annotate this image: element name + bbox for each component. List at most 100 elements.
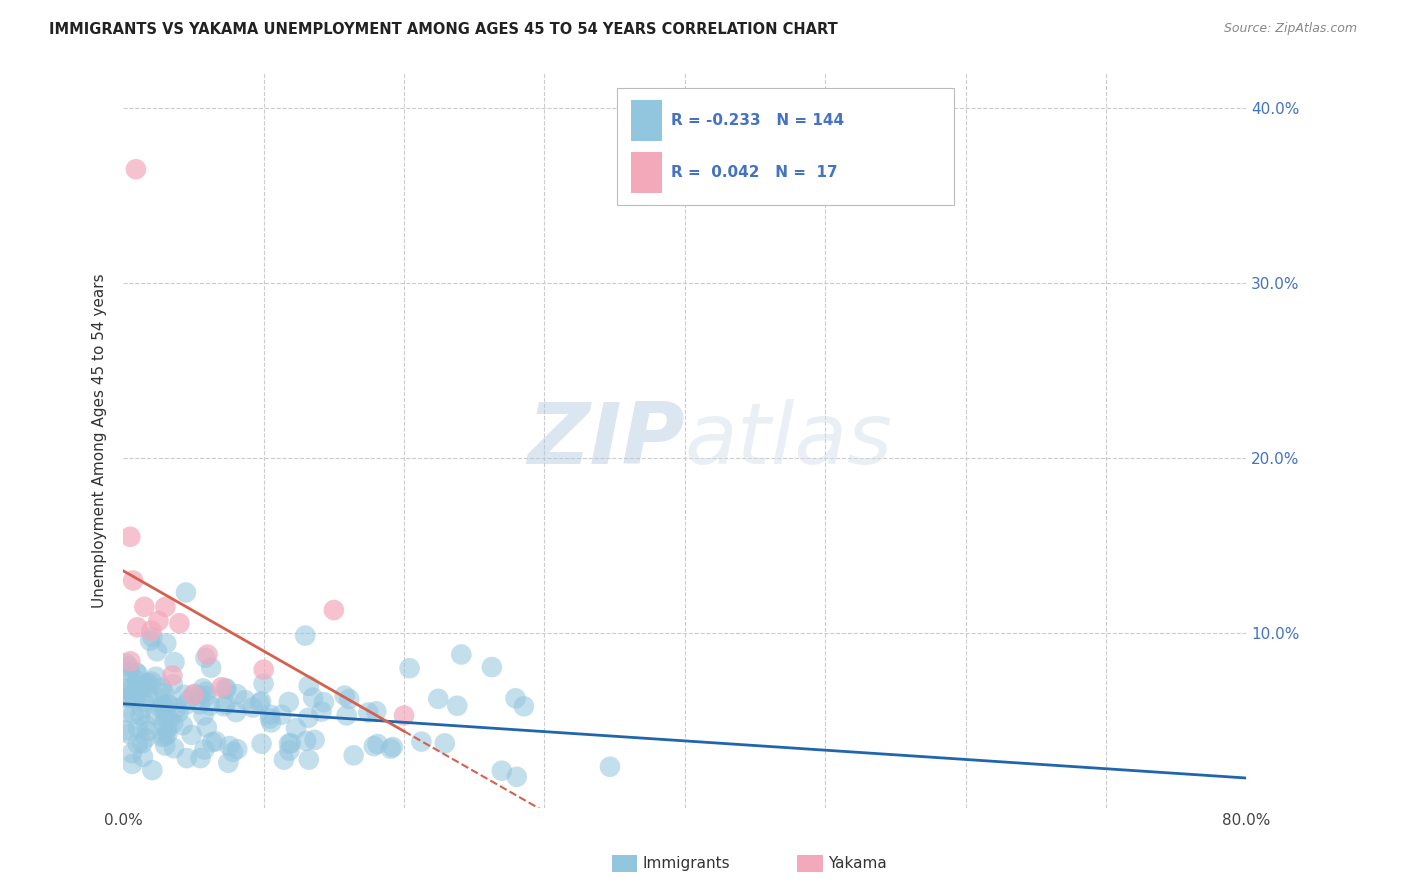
Point	[380, 741, 402, 756]
Bar	[631, 100, 662, 141]
Point	[343, 748, 366, 763]
Point	[176, 751, 198, 765]
Point	[252, 676, 274, 690]
Point	[153, 698, 176, 713]
Point	[136, 686, 159, 700]
Point	[278, 737, 301, 751]
Point	[367, 737, 389, 751]
Point	[172, 718, 194, 732]
Point	[135, 676, 157, 690]
Point	[152, 716, 174, 731]
Point	[381, 739, 404, 754]
Point	[131, 736, 153, 750]
Point	[253, 663, 276, 677]
Point	[127, 620, 149, 634]
Point	[336, 708, 359, 723]
Point	[165, 701, 187, 715]
Point	[162, 716, 184, 731]
Point	[505, 691, 527, 706]
Point	[188, 689, 211, 703]
Point	[222, 745, 245, 759]
Point	[173, 688, 195, 702]
Point	[117, 727, 139, 741]
Point	[156, 722, 179, 736]
Point	[201, 735, 224, 749]
Point	[127, 737, 149, 751]
Point	[131, 701, 153, 715]
Point	[233, 693, 256, 707]
Point	[120, 691, 142, 706]
Point	[195, 689, 218, 703]
Point	[197, 648, 219, 662]
Point	[163, 741, 186, 756]
Point	[135, 731, 157, 745]
Point	[242, 700, 264, 714]
Point	[513, 699, 536, 714]
Point	[298, 753, 321, 767]
Point	[155, 739, 177, 753]
Text: ZIP: ZIP	[527, 399, 685, 482]
Point	[129, 686, 152, 700]
Point	[120, 530, 142, 544]
Point	[302, 690, 325, 705]
Point	[155, 712, 177, 726]
Point	[121, 746, 143, 760]
Text: atlas: atlas	[685, 399, 893, 482]
Point	[141, 630, 163, 644]
Point	[114, 657, 136, 671]
Point	[433, 736, 456, 750]
Point	[117, 659, 139, 673]
Point	[122, 574, 145, 588]
Point	[141, 674, 163, 689]
Point	[193, 708, 215, 723]
Point	[194, 650, 217, 665]
Point	[446, 698, 468, 713]
Point	[121, 756, 143, 771]
Point	[191, 681, 214, 696]
Point	[120, 654, 142, 668]
Point	[156, 727, 179, 741]
Point	[184, 687, 207, 701]
Point	[481, 660, 503, 674]
Point	[427, 691, 450, 706]
Point	[188, 698, 211, 712]
Point	[125, 681, 148, 695]
Point	[127, 666, 149, 681]
Point	[491, 764, 513, 778]
Point	[250, 737, 273, 751]
Point	[115, 670, 138, 684]
Point	[226, 687, 249, 701]
Point	[304, 732, 326, 747]
Point	[121, 681, 143, 695]
Point	[260, 715, 283, 730]
Point	[200, 661, 222, 675]
Point	[298, 679, 321, 693]
Point	[200, 698, 222, 713]
Point	[125, 162, 148, 177]
Point	[134, 599, 156, 614]
Point	[217, 756, 239, 770]
Point	[127, 721, 149, 735]
Point	[156, 698, 179, 712]
Point	[357, 706, 380, 720]
Y-axis label: Unemployment Among Ages 45 to 54 years: Unemployment Among Ages 45 to 54 years	[93, 273, 107, 607]
Point	[114, 706, 136, 720]
Point	[278, 744, 301, 758]
Point	[159, 713, 181, 727]
Point	[411, 734, 433, 748]
Point	[155, 636, 177, 650]
Point	[153, 686, 176, 700]
Point	[250, 694, 273, 708]
Point	[183, 688, 205, 702]
Point	[180, 728, 202, 742]
Point	[122, 707, 145, 722]
Text: Immigrants: Immigrants	[643, 856, 730, 871]
Point	[259, 707, 281, 722]
Point	[294, 629, 316, 643]
Point	[177, 693, 200, 707]
Point	[204, 734, 226, 748]
Point	[134, 695, 156, 709]
Point	[226, 742, 249, 756]
Point	[136, 676, 159, 690]
Text: R =  0.042   N =  17: R = 0.042 N = 17	[671, 165, 838, 180]
